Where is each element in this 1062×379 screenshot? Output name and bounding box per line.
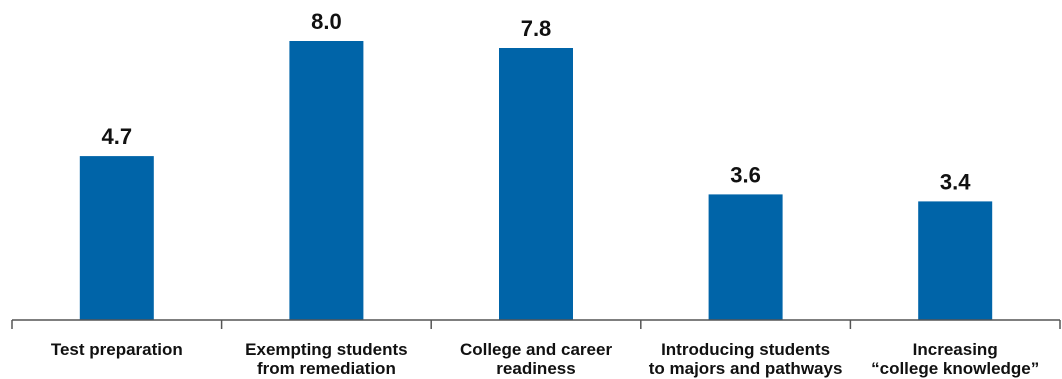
value-label-1: 4.7 — [102, 124, 133, 149]
value-label-3: 7.8 — [521, 16, 552, 41]
bars-layer — [79, 41, 993, 320]
category-label-5: Increasing “college knowledge” — [871, 340, 1039, 378]
category-label-line: from remediation — [257, 359, 396, 378]
bar-5 — [918, 201, 993, 320]
value-labels-layer: 4.7 8.0 7.8 3.6 3.4 — [102, 9, 972, 194]
category-label-3: College and career readiness — [460, 340, 613, 378]
value-label-4: 3.6 — [730, 162, 761, 187]
category-label-line: Exempting students — [245, 340, 407, 359]
category-label-line: Increasing — [913, 340, 998, 359]
category-label-line: “college knowledge” — [871, 359, 1039, 378]
category-label-2: Exempting students from remediation — [245, 340, 407, 378]
x-axis — [11, 319, 1061, 329]
category-labels-layer: Test preparation Exempting students from r… — [51, 340, 1039, 378]
bar-3 — [499, 48, 573, 320]
bar-4 — [708, 194, 783, 320]
category-label-line: Test preparation — [51, 340, 183, 359]
value-label-2: 8.0 — [311, 9, 342, 34]
value-label-5: 3.4 — [940, 169, 971, 194]
category-label-1: Test preparation — [51, 340, 183, 359]
category-label-line: Introducing students — [661, 340, 830, 359]
category-label-4: Introducing students to majors and pathwa… — [649, 340, 843, 378]
bar-1 — [79, 156, 154, 320]
category-label-line: readiness — [496, 359, 575, 378]
bar-2 — [289, 41, 364, 320]
category-label-line: College and career — [460, 340, 613, 359]
category-label-line: to majors and pathways — [649, 359, 843, 378]
